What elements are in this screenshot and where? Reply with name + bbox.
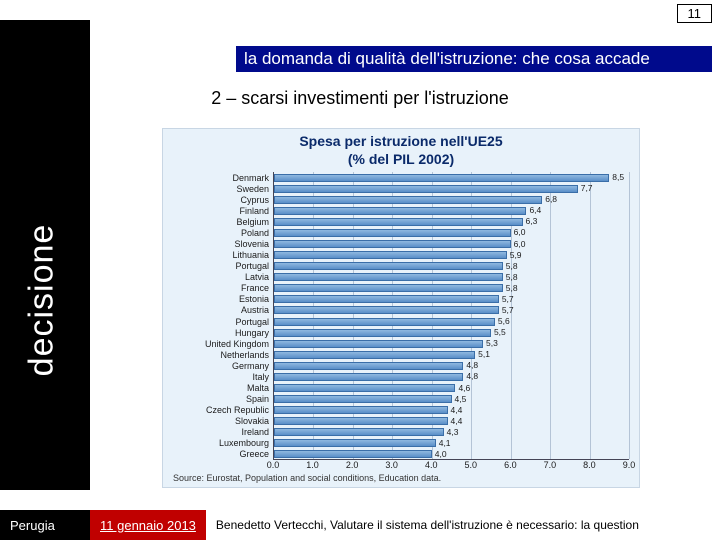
chart-row-label: Greece bbox=[173, 449, 273, 459]
x-tick: 1.0 bbox=[306, 460, 319, 470]
chart-row-label: Malta bbox=[173, 383, 273, 393]
x-tick: 2.0 bbox=[346, 460, 359, 470]
chart-row: Portugal bbox=[173, 316, 629, 327]
page-number: 11 bbox=[677, 4, 713, 23]
chart-row: Latvia bbox=[173, 272, 629, 283]
chart-row-label: Portugal bbox=[173, 261, 273, 271]
chart-row-label: Ireland bbox=[173, 427, 273, 437]
chart-title-line2: (% del PIL 2002) bbox=[348, 151, 454, 167]
chart-row: Sweden bbox=[173, 183, 629, 194]
chart-row: France bbox=[173, 283, 629, 294]
chart-row: Spain bbox=[173, 394, 629, 405]
chart-row-label: Luxembourg bbox=[173, 438, 273, 448]
chart-row-label: Italy bbox=[173, 372, 273, 382]
chart-row: Italy bbox=[173, 371, 629, 382]
footer-credit: Benedetto Vertecchi, Valutare il sistema… bbox=[206, 510, 720, 540]
chart-x-axis: 0.01.02.03.04.05.06.07.08.09.0 bbox=[273, 460, 629, 474]
chart-row: Malta bbox=[173, 382, 629, 393]
chart-row: Ireland bbox=[173, 427, 629, 438]
x-tick: 3.0 bbox=[385, 460, 398, 470]
chart-row: Portugal bbox=[173, 261, 629, 272]
footer-location: Perugia bbox=[0, 510, 90, 540]
chart-row: Hungary bbox=[173, 327, 629, 338]
x-tick: 5.0 bbox=[465, 460, 478, 470]
x-tick: 7.0 bbox=[544, 460, 557, 470]
chart-row-label: Austria bbox=[173, 305, 273, 315]
chart-row-label: Lithuania bbox=[173, 250, 273, 260]
title-bar: la domanda di qualità dell'istruzione: c… bbox=[236, 46, 712, 72]
chart-plot: 8,57,76,86,46,36,06,05,95,85,85,85,75,75… bbox=[173, 172, 629, 460]
subtitle: 2 – scarsi investimenti per l'istruzione bbox=[0, 88, 720, 109]
chart-row: Slovenia bbox=[173, 238, 629, 249]
chart-row-label: Spain bbox=[173, 394, 273, 404]
chart-row-label: United Kingdom bbox=[173, 339, 273, 349]
chart-row-label: Cyprus bbox=[173, 195, 273, 205]
x-tick: 0.0 bbox=[267, 460, 280, 470]
chart-row: Cyprus bbox=[173, 194, 629, 205]
chart-row: Greece bbox=[173, 449, 629, 460]
footer-date: 11 gennaio 2013 bbox=[90, 510, 206, 540]
chart-row-label: Belgium bbox=[173, 217, 273, 227]
chart-row: Germany bbox=[173, 360, 629, 371]
chart-row: Estonia bbox=[173, 294, 629, 305]
chart-row-label: Estonia bbox=[173, 294, 273, 304]
chart-row-label: Latvia bbox=[173, 272, 273, 282]
chart-row-label: Finland bbox=[173, 206, 273, 216]
x-tick: 4.0 bbox=[425, 460, 438, 470]
chart-title: Spesa per istruzione nell'UE25 (% del PI… bbox=[163, 129, 639, 168]
chart-row: Slovakia bbox=[173, 416, 629, 427]
chart-row-label: Slovenia bbox=[173, 239, 273, 249]
x-tick: 9.0 bbox=[623, 460, 636, 470]
chart-source: Source: Eurostat, Population and social … bbox=[173, 473, 441, 483]
chart-row-label: Sweden bbox=[173, 184, 273, 194]
chart-row: Luxembourg bbox=[173, 438, 629, 449]
chart-row: Czech Republic bbox=[173, 405, 629, 416]
chart-row-label: Hungary bbox=[173, 328, 273, 338]
chart-row-label: Poland bbox=[173, 228, 273, 238]
chart-row: Poland bbox=[173, 227, 629, 238]
chart-row: Finland bbox=[173, 205, 629, 216]
chart-row: Austria bbox=[173, 305, 629, 316]
x-tick: 6.0 bbox=[504, 460, 517, 470]
chart-row-label: Czech Republic bbox=[173, 405, 273, 415]
chart-row-label: Slovakia bbox=[173, 416, 273, 426]
chart-row-label: France bbox=[173, 283, 273, 293]
chart-row: Lithuania bbox=[173, 250, 629, 261]
chart-row-label: Germany bbox=[173, 361, 273, 371]
chart-row: Netherlands bbox=[173, 349, 629, 360]
x-tick: 8.0 bbox=[583, 460, 596, 470]
vertical-label: decisione bbox=[23, 224, 62, 377]
chart-row: Denmark bbox=[173, 172, 629, 183]
chart-row-label: Portugal bbox=[173, 317, 273, 327]
chart-row-label: Netherlands bbox=[173, 350, 273, 360]
chart-container: Spesa per istruzione nell'UE25 (% del PI… bbox=[162, 128, 640, 488]
footer: Perugia 11 gennaio 2013 Benedetto Vertec… bbox=[0, 510, 720, 540]
chart-row: United Kingdom bbox=[173, 338, 629, 349]
gridline bbox=[629, 172, 630, 459]
chart-title-line1: Spesa per istruzione nell'UE25 bbox=[299, 133, 502, 149]
slide: { "page_number": "11", "title_bar": "la … bbox=[0, 0, 720, 540]
chart-row: Belgium bbox=[173, 216, 629, 227]
chart-row-label: Denmark bbox=[173, 173, 273, 183]
